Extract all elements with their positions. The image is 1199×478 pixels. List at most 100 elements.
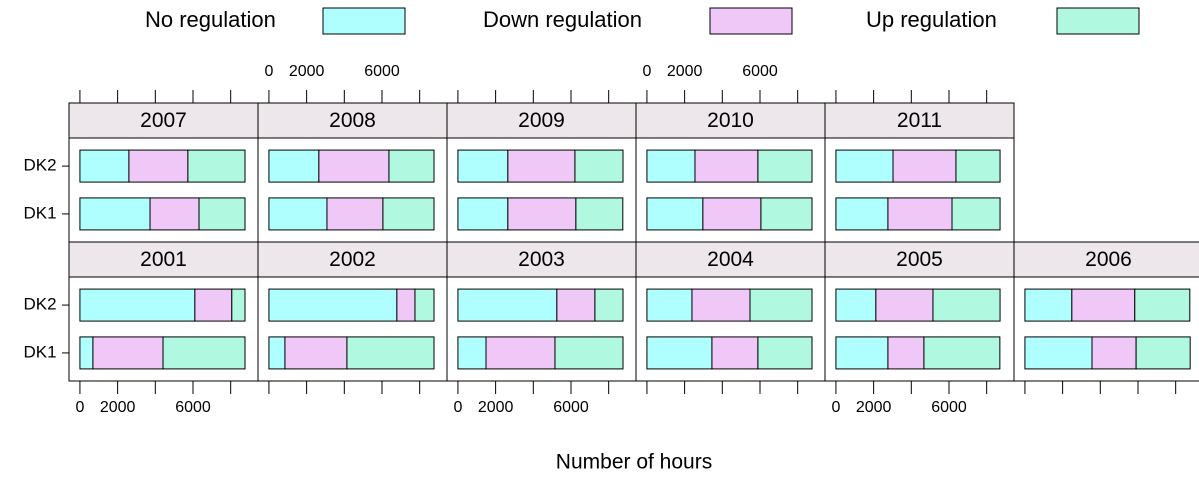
strip-label: 2005 <box>896 248 943 271</box>
strip-label: 2008 <box>329 109 376 132</box>
bar-segment <box>1071 288 1136 322</box>
strip <box>1013 241 1199 278</box>
x-tick-label: 6000 <box>175 399 211 416</box>
bar-segment <box>711 336 759 370</box>
bar-segment <box>554 336 624 370</box>
bar-segment <box>875 288 934 322</box>
bar-segment <box>835 288 877 322</box>
bar-segment <box>128 149 189 183</box>
x-tick-label: 6000 <box>742 63 778 80</box>
bar-segment <box>268 288 398 322</box>
bar-segment <box>760 197 813 231</box>
strip-label: 2004 <box>707 248 754 271</box>
strip <box>446 102 637 139</box>
x-tick-label: 0 <box>453 399 462 416</box>
bar-segment <box>457 197 509 231</box>
bar-segment <box>457 149 509 183</box>
bar-segment <box>757 336 813 370</box>
x-tick-label: 6000 <box>364 63 400 80</box>
strip <box>446 241 637 278</box>
panel <box>824 137 1015 243</box>
bar-segment <box>646 336 713 370</box>
bar-segment <box>268 149 320 183</box>
bar-segment <box>749 288 813 322</box>
bar-segment <box>594 288 624 322</box>
strip-label: 2003 <box>518 248 565 271</box>
bar-segment <box>932 288 1001 322</box>
bar-segment <box>79 288 196 322</box>
bar-segment <box>318 149 390 183</box>
y-tick-label: DK2 <box>23 156 56 175</box>
bar-segment <box>923 336 1001 370</box>
bar-segment <box>1091 336 1137 370</box>
x-tick-label: 0 <box>642 63 651 80</box>
legend-swatch <box>709 7 793 35</box>
bar-segment <box>835 336 889 370</box>
strip-label: 2011 <box>897 109 942 132</box>
bar-segment <box>198 197 246 231</box>
bar-segment <box>887 197 953 231</box>
strip-label: 2007 <box>140 109 187 132</box>
legend-label: Down regulation <box>483 7 642 32</box>
bar-segment <box>835 149 894 183</box>
bar-segment <box>1024 336 1093 370</box>
bar-segment <box>646 197 704 231</box>
panel <box>1013 276 1199 382</box>
bar-segment <box>326 197 384 231</box>
x-tick-label: 0 <box>264 63 273 80</box>
bar-segment <box>414 288 435 322</box>
x-tick-label: 2000 <box>289 63 325 80</box>
bar-segment <box>382 197 435 231</box>
bar-segment <box>79 197 151 231</box>
bar-segment <box>574 149 624 183</box>
bar-segment <box>284 336 348 370</box>
bar-segment <box>702 197 762 231</box>
strip-label: 2010 <box>707 109 754 132</box>
legend-swatch <box>1056 7 1140 35</box>
bar-segment <box>485 336 556 370</box>
bar-segment <box>388 149 435 183</box>
bar-segment <box>457 336 487 370</box>
bar-segment <box>1135 336 1191 370</box>
bar-segment <box>691 288 751 322</box>
bar-segment <box>646 288 693 322</box>
strip <box>824 102 1015 139</box>
x-axis-label: Number of hours <box>556 451 712 474</box>
strip <box>68 102 259 139</box>
bar-segment <box>268 197 328 231</box>
bar-segment <box>92 336 164 370</box>
x-tick-label: 6000 <box>553 399 589 416</box>
bar-segment <box>955 149 1001 183</box>
bar-segment <box>835 197 889 231</box>
legend-label: No regulation <box>145 7 276 32</box>
bar-segment <box>507 149 576 183</box>
bar-segment <box>194 288 233 322</box>
strip-label: 2002 <box>329 248 376 271</box>
x-tick-label: 2000 <box>856 399 892 416</box>
bar-segment <box>507 197 577 231</box>
bar-segment <box>1024 288 1073 322</box>
bar-segment <box>396 288 416 322</box>
x-tick-label: 2000 <box>478 399 514 416</box>
x-tick-label: 0 <box>831 399 840 416</box>
bar-segment <box>187 149 246 183</box>
strip <box>68 241 259 278</box>
y-tick-label: DK1 <box>23 342 56 361</box>
bar-segment <box>162 336 246 370</box>
x-tick-label: 0 <box>75 399 84 416</box>
bar-segment <box>556 288 596 322</box>
bar-segment <box>231 288 246 322</box>
bar-segment <box>951 197 1001 231</box>
strip-label: 2001 <box>140 248 187 271</box>
strip <box>257 102 448 139</box>
x-tick-label: 2000 <box>100 399 136 416</box>
bar-segment <box>892 149 957 183</box>
bar-segment <box>79 149 130 183</box>
bar-segment <box>79 336 94 370</box>
bar-segment <box>457 288 558 322</box>
legend-swatch <box>322 7 406 35</box>
strip <box>824 241 1015 278</box>
x-tick-label: 2000 <box>667 63 703 80</box>
bar-segment <box>887 336 925 370</box>
